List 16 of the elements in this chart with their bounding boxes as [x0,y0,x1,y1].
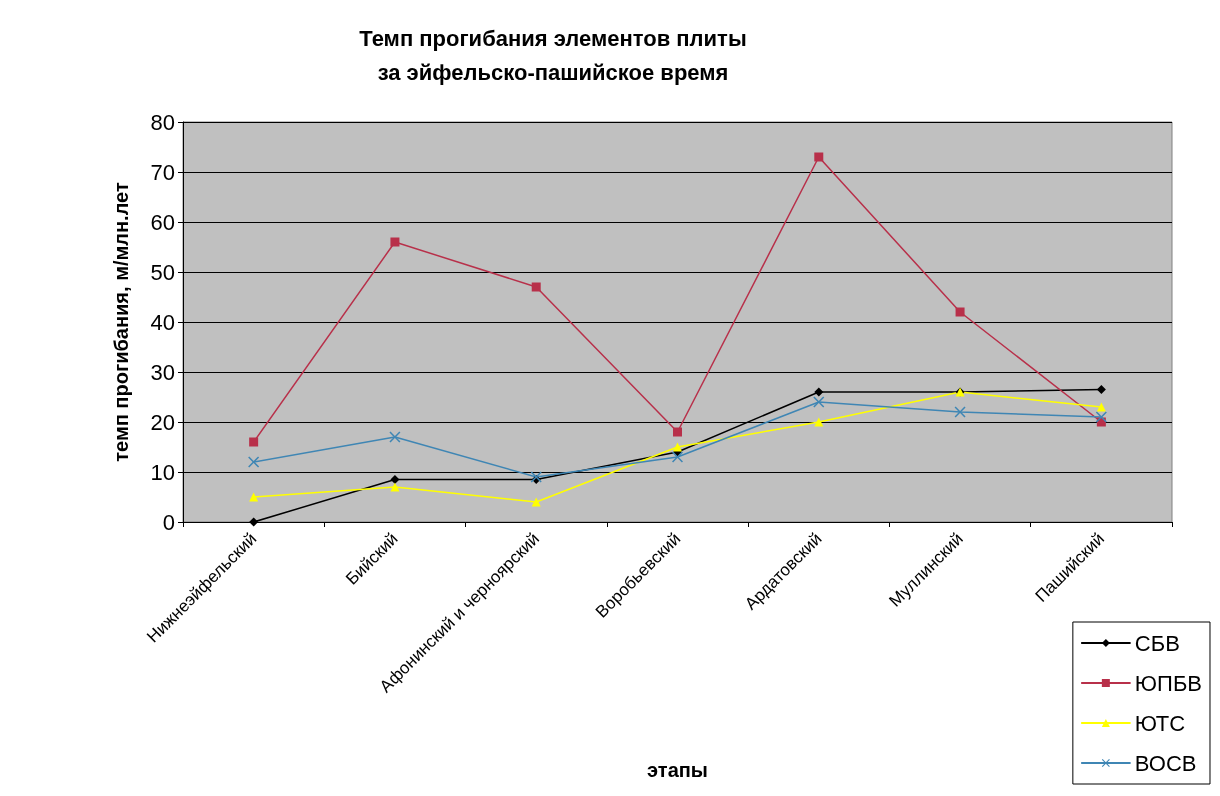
y-tick-label: 70 [150,159,175,185]
legend-label: СБВ [1134,630,1180,656]
y-tick-label: 80 [150,109,175,135]
y-tick-label: 30 [150,359,175,385]
y-tick-label: 50 [150,259,175,285]
y-tick-label: 40 [150,309,175,335]
legend-label: ЮТС [1134,710,1186,736]
y-tick-label: 60 [150,209,175,235]
y-tick-label: 10 [150,459,175,485]
chart-title: Темп прогибания элементов плиты за эйфельско-пашийское время [359,25,747,85]
y-tick-label: 20 [150,409,175,435]
y-tick-label: 0 [162,509,175,535]
x-axis-title: этапы [647,759,708,781]
legend-label: ЮПБВ [1134,670,1203,696]
y-axis-title: темп прогибания, м/млн.лет [110,182,132,462]
legend-label: ВОСВ [1134,750,1197,776]
